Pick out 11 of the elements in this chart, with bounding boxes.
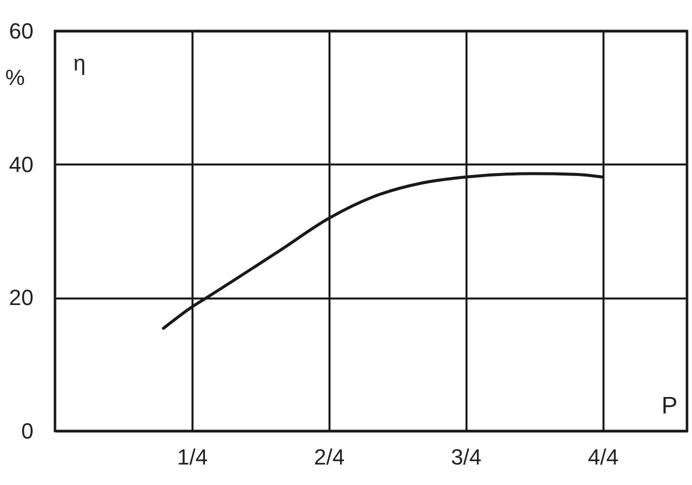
y-tick-label: 60 — [9, 18, 34, 44]
x-tick-label: 2/4 — [314, 444, 345, 470]
y-tick-label: 40 — [9, 152, 34, 177]
x-axis-title: P — [661, 392, 678, 420]
x-tick-label: 3/4 — [450, 444, 482, 470]
x-tick-label: 4/4 — [588, 444, 618, 470]
y-tick-label: 20 — [9, 285, 34, 310]
y-tick-label: 0 — [21, 418, 34, 444]
text: % — [5, 65, 25, 90]
x-tick-label: 1/4 — [177, 444, 208, 470]
y-axis-title: η — [73, 50, 86, 76]
